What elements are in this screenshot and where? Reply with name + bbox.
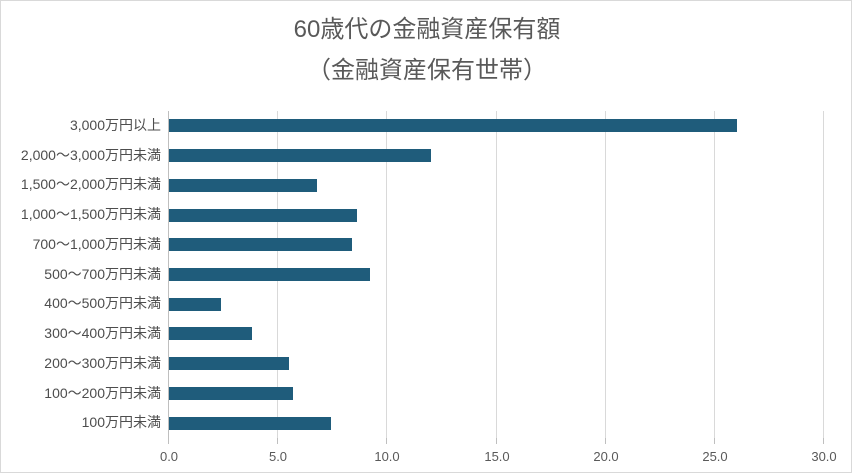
x-axis-tick [277,438,278,444]
gridline [714,111,715,438]
category-label: 1,500～2,000万円未満 [20,176,161,193]
plot-area: 0.0 5.0 10.0 15.0 20.0 25.0 30.0 [160,111,837,464]
bar [169,416,331,430]
bar [169,268,370,281]
x-axis-tick [168,438,169,444]
bar [169,119,737,133]
x-axis-tick [823,438,824,444]
category-label: 2,000～3,000万円未満 [20,146,161,163]
x-axis-tick [714,438,715,444]
chart-title-block: 60歳代の金融資産保有額 （金融資産保有世帯） [1,15,851,86]
x-axis-tick-label: 0.0 [159,449,179,464]
x-axis-tick-label: 20.0 [593,449,619,464]
category-label: 3,000万円以上 [69,117,161,133]
x-axis-tick [605,438,606,444]
x-axis-tick-label: 15.0 [484,449,510,464]
bar [169,297,222,311]
bar [169,357,290,371]
bar [169,327,252,341]
bar [169,208,357,222]
gridline [823,111,824,438]
bar [169,149,431,163]
x-axis-tick-label: 30.0 [811,449,837,464]
x-axis-tick-label: 5.0 [268,449,288,464]
category-label: 500～700万円未満 [44,265,161,282]
gridline [386,111,387,438]
gridline [496,111,497,438]
category-label: 300～400万円未満 [44,325,161,342]
category-label: 1,000～1,500万円未満 [20,206,161,223]
bar [169,238,353,252]
x-axis-tick-label: 10.0 [374,449,400,464]
bar [169,178,318,192]
gridline [605,111,606,438]
x-axis-tick-label: 25.0 [702,449,728,464]
chart-subtitle: （金融資産保有世帯） [307,57,547,84]
category-label: 200～300万円未満 [44,354,161,371]
x-axis-tick [386,438,387,444]
x-axis-tick [496,438,497,444]
category-label: 100万円未満 [81,414,161,431]
bar [169,386,294,400]
category-label: 100～200万円未満 [44,384,161,401]
chart-title: 60歳代の金融資産保有額 [293,16,561,43]
category-label: 700～1,000万円未満 [32,235,161,252]
category-label: 400～500万円未満 [44,295,161,312]
